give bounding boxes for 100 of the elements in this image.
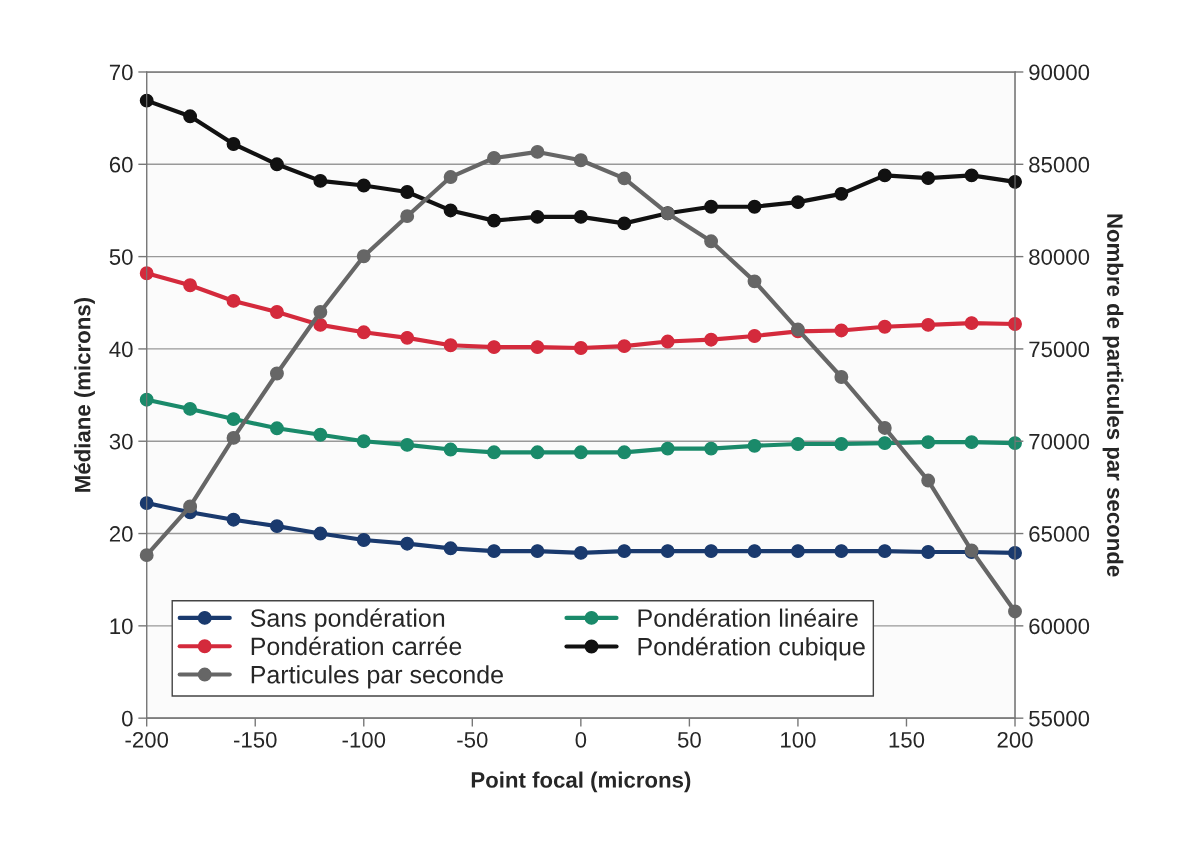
y2-tick-label: 60000 (1029, 618, 1090, 635)
point (747, 274, 762, 289)
y2-tick-label: 80000 (1029, 249, 1090, 265)
point (964, 435, 979, 450)
point (400, 185, 415, 199)
y-tick-label: 0 (122, 710, 133, 727)
y-tick-label: 40 (109, 341, 133, 358)
y-tick-label: 60 (109, 156, 133, 173)
point (139, 548, 154, 563)
point (443, 170, 458, 184)
x-tick-label: -50 (457, 731, 488, 748)
point (790, 195, 805, 210)
point (1008, 604, 1022, 619)
point (226, 430, 241, 445)
point (704, 234, 719, 249)
point (400, 536, 415, 551)
point (183, 278, 198, 293)
point (183, 499, 198, 514)
point (877, 319, 892, 334)
point (183, 401, 198, 416)
point (487, 151, 501, 165)
point (530, 445, 545, 460)
point (921, 545, 936, 559)
point (356, 178, 371, 193)
legend-label: Sans pondération (250, 608, 445, 632)
point (487, 213, 501, 228)
point (617, 544, 632, 559)
point (660, 334, 675, 349)
point (443, 338, 458, 353)
x-tick-label: 0 (575, 731, 587, 748)
point (790, 437, 805, 451)
point (443, 203, 458, 218)
point (573, 341, 588, 355)
point (704, 332, 719, 347)
point (790, 544, 805, 559)
point (747, 544, 762, 559)
point (356, 434, 371, 449)
point (877, 436, 892, 451)
point (356, 249, 371, 264)
point (877, 544, 892, 559)
point (834, 544, 849, 559)
point (747, 199, 762, 214)
point (313, 427, 328, 442)
point (443, 442, 458, 457)
point (660, 544, 675, 559)
point (313, 526, 328, 541)
point (530, 144, 545, 159)
point (313, 305, 328, 319)
point (400, 437, 415, 452)
point (269, 305, 284, 319)
point (573, 445, 588, 460)
point (226, 512, 241, 527)
y2-tick-label: 65000 (1029, 526, 1090, 542)
y-tick-label: 30 (109, 433, 133, 450)
point (573, 153, 588, 168)
legend-label: Pondération linéaire (638, 608, 858, 627)
x-tick-label: 200 (997, 731, 1033, 748)
y-tick-label: 70 (109, 64, 133, 81)
point (313, 317, 328, 332)
x-tick-label: -200 (125, 731, 169, 748)
point (269, 366, 284, 381)
point (226, 137, 241, 151)
point (400, 330, 415, 345)
point (617, 339, 632, 354)
point (443, 541, 458, 556)
legend-label: Particules par seconde (251, 665, 503, 689)
point (356, 325, 371, 340)
point (921, 317, 936, 332)
point (313, 173, 328, 188)
x-tick-label: -100 (342, 731, 386, 748)
point (487, 445, 501, 460)
point (183, 109, 198, 124)
y2-tick-label: 85000 (1029, 156, 1090, 173)
point (617, 445, 632, 460)
point (921, 473, 936, 488)
legend-label: Pondération cubique (638, 636, 865, 661)
y-tick-label: 20 (109, 526, 133, 542)
point (921, 171, 936, 186)
point (834, 323, 849, 338)
point (704, 544, 719, 559)
point (356, 533, 371, 547)
point (530, 209, 545, 224)
point (964, 316, 979, 331)
point (617, 216, 632, 231)
point (747, 438, 762, 453)
point (530, 340, 545, 355)
point (834, 437, 849, 451)
y2-tick-label: 75000 (1029, 341, 1090, 358)
x-tick-label: 50 (677, 731, 701, 748)
point (487, 544, 501, 559)
point (964, 168, 979, 183)
point (617, 171, 632, 186)
point (877, 168, 892, 183)
x-tick-label: -150 (233, 731, 277, 748)
point (269, 519, 284, 534)
point (834, 186, 849, 201)
y2-tick-label: 90000 (1029, 64, 1090, 81)
y-tick-label: 10 (110, 618, 133, 635)
point (226, 412, 241, 427)
x-tick-label: 150 (889, 731, 925, 748)
